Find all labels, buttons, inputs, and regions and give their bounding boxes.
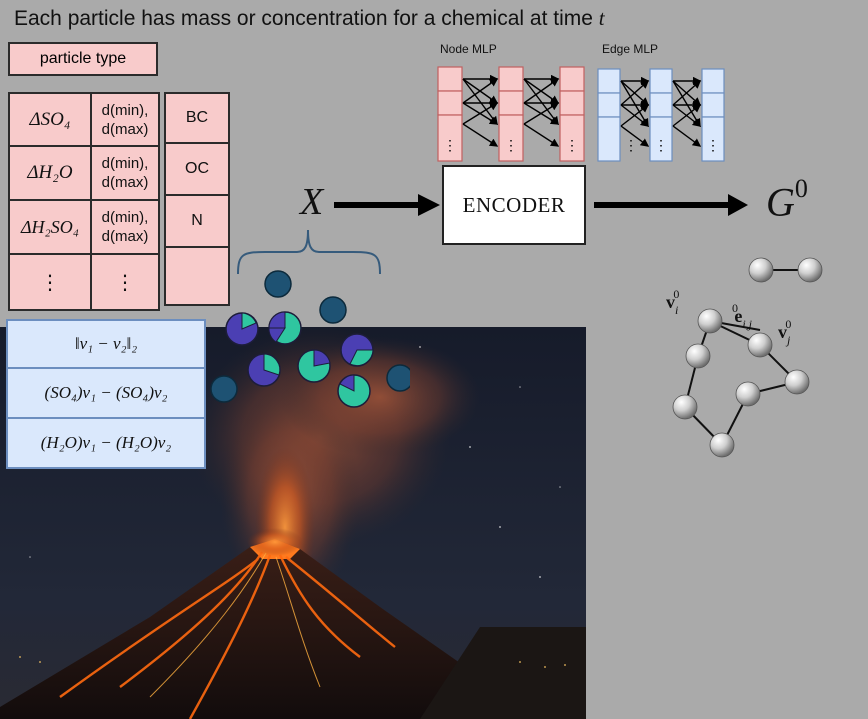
- range-cell-h2o: d(min), d(max): [90, 145, 160, 201]
- range-max-h2o: d(max): [101, 174, 149, 191]
- type-empty: [164, 246, 230, 306]
- edge-feature-table: ‖v₁ − v₂‖₂ (SO₄)v₁ − (SO₄)v₂ (H₂O)v₁ − (…: [6, 319, 206, 469]
- type-n: N: [164, 194, 230, 248]
- chem-cell-so4: ΔSO₄: [8, 92, 92, 147]
- type-bc: BC: [164, 92, 230, 144]
- graph-node: [709, 432, 735, 458]
- range-cell-more: ⋮: [90, 253, 160, 311]
- svg-text:⋮: ⋮: [565, 137, 579, 153]
- edge-feature-distance: ‖v₁ − v₂‖₂: [6, 319, 206, 369]
- particle-pie: [225, 312, 259, 346]
- svg-text:⋮: ⋮: [504, 137, 518, 153]
- title-text: Each particle has mass or concentration …: [14, 7, 599, 30]
- range-cell-h2so4: d(min), d(max): [90, 199, 160, 255]
- svg-text:⋮: ⋮: [706, 137, 720, 153]
- graph-node-vi: [697, 308, 723, 334]
- edge-mlp-title: Edge MLP: [602, 42, 659, 56]
- type-oc: OC: [164, 142, 230, 196]
- particle-pie: [340, 333, 374, 367]
- svg-text:⋮: ⋮: [654, 137, 668, 153]
- chemical-table: ΔSO₄ d(min), d(max) ΔH₂O d(min), d(max) …: [8, 92, 160, 311]
- graph-node: [748, 257, 774, 283]
- svg-text:⋮: ⋮: [624, 137, 638, 153]
- node-mlp-title: Node MLP: [440, 42, 497, 56]
- particle-plain: [264, 270, 292, 298]
- encoder-box: ENCODER: [442, 165, 586, 245]
- particles-group: [210, 270, 410, 408]
- node-mlp-diagram: ⋮ ⋮ ⋮: [437, 66, 585, 162]
- encoder-to-g-arrow: [594, 194, 748, 216]
- particle-pie: [337, 374, 371, 408]
- edge-mlp-diagram: ⋮ ⋮ ⋮: [597, 68, 725, 162]
- chem-cell-more: ⋮: [8, 253, 92, 311]
- graph-node: [797, 257, 823, 283]
- edge-feature-so4-diff: (SO₄)v₁ − (SO₄)v₂: [6, 367, 206, 419]
- chem-cell-h2so4: ΔH₂SO₄: [8, 199, 92, 255]
- vi-label: vi0: [666, 287, 679, 317]
- g-sup: 0: [794, 174, 808, 203]
- svg-text:⋮: ⋮: [443, 137, 457, 153]
- eij-label: ei,j0: [732, 301, 753, 331]
- range-min-h2o: d(min),: [101, 155, 149, 172]
- particle-plain: [319, 296, 347, 324]
- particle-plain: [210, 375, 238, 403]
- range-max-so4: d(max): [101, 120, 149, 138]
- particle-pie: [297, 349, 331, 383]
- chem-cell-h2o: ΔH₂O: [8, 145, 92, 201]
- vj-label: vj0: [778, 317, 791, 347]
- graph-node: [672, 394, 698, 420]
- figure-title: Each particle has mass or concentration …: [14, 6, 605, 31]
- graph-node: [685, 343, 711, 369]
- particle-pie: [247, 353, 281, 387]
- curly-brace: [237, 229, 381, 275]
- x-to-encoder-arrow: [334, 194, 440, 216]
- graph-g0: vi0 ei,j0 vj0: [666, 257, 823, 458]
- g-base: G: [766, 179, 795, 225]
- x-label: X: [300, 181, 324, 223]
- graph-node-vj: [747, 332, 773, 358]
- range-cell-so4: d(min), d(max): [90, 92, 160, 147]
- particle-plain: [386, 364, 410, 392]
- range-min-h2so4: d(min),: [101, 209, 149, 226]
- particle-pie: [268, 311, 302, 345]
- graph-node: [784, 369, 810, 395]
- particle-type-box: particle type: [8, 42, 158, 76]
- range-min-so4: d(min),: [101, 101, 149, 119]
- graph-node: [735, 381, 761, 407]
- type-column: BC OC N: [164, 92, 230, 306]
- title-time-var: t: [598, 6, 605, 30]
- range-max-h2so4: d(max): [101, 228, 149, 245]
- edge-feature-h2o-diff: (H₂O)v₁ − (H₂O)v₂: [6, 417, 206, 469]
- g0-label: G0: [766, 174, 808, 225]
